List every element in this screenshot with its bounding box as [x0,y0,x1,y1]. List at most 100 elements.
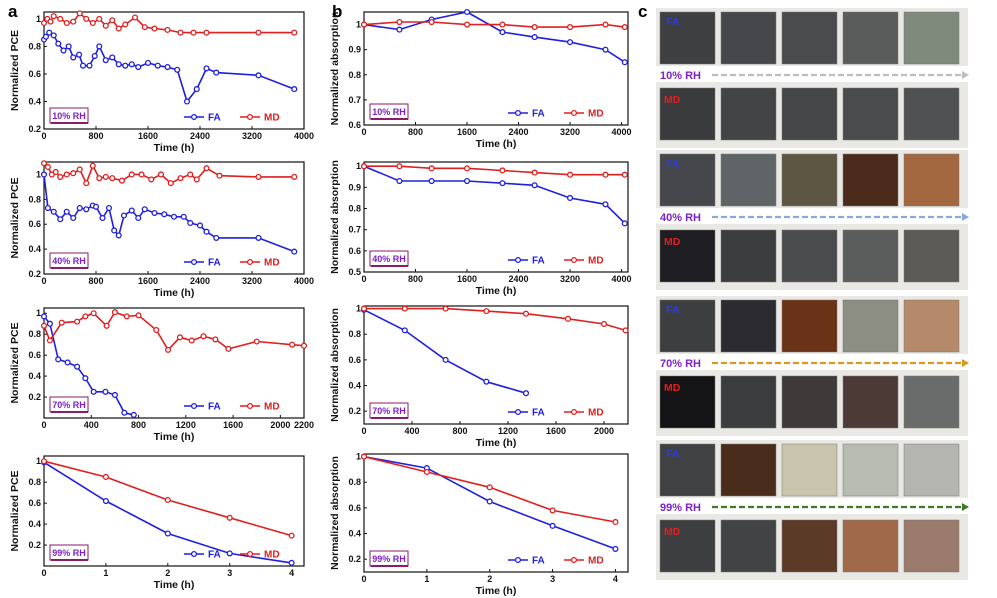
data-point-md [177,29,184,36]
photo-tile-fa [720,299,777,353]
data-point-fa [154,62,161,69]
series-line-md [364,165,625,176]
rh-row-label: 99% RH [660,502,701,514]
data-point-md [401,305,408,312]
data-point-md [83,180,90,187]
data-point-fa [151,209,158,217]
legend-marker-md [570,109,578,117]
legend-label-fa: FA [208,550,221,561]
data-point-fa [486,498,493,505]
x-tick-label: 2000 [594,426,614,436]
data-point-md [57,173,64,180]
x-tick-label: 800 [88,276,103,286]
legend-marker-fa [190,113,198,121]
legend-marker-fa [190,258,198,266]
data-point-md [226,514,233,521]
rh-tag-text: 70% RH [52,400,86,410]
data-point-fa [90,388,97,395]
y-tick-label: 0.6 [28,350,41,360]
y-tick-label: 0.6 [348,355,361,365]
photo-label-md: MD [664,382,681,394]
series-line-fa [363,309,527,394]
x-tick-label: 2200 [294,420,314,430]
legend-marker-md [246,402,254,410]
chart-a2: 0 800 1600 2400 3200 4000 0.2 0.4 0.6 0.8 1 Time (h… [9,160,314,299]
data-point-fa [203,228,210,235]
data-point-md [291,173,298,180]
x-tick-label: 4000 [612,127,632,137]
data-point-md [360,305,368,312]
y-tick-label: 0.2 [28,392,41,402]
plot-frame [43,455,305,567]
y-axis-label: Normalized absorption [329,308,341,422]
photo-tile-md [720,87,777,141]
rh-row-label: 40% RH [660,212,701,224]
y-tick-label: 0.6 [348,120,361,130]
y-tick-label: 0.8 [348,70,361,80]
data-point-md [216,172,223,179]
y-tick-label: 0.8 [348,477,361,487]
data-point-fa [79,62,87,69]
data-point-md [602,21,609,28]
chart-b3: 0 400 800 1200 1600 2000 0.2 0.4 0.6 0.8 1 Time (h)… [329,304,629,449]
photo-tile-md [842,229,899,283]
data-point-md [141,24,148,31]
rh-tag: 99% RH [369,550,409,567]
data-point-md [200,333,207,340]
data-point-fa [128,61,135,68]
data-point-md [442,305,449,312]
plot-frame [43,307,305,419]
y-axis-label: Normalized PCE [9,177,21,258]
y-tick-label: 1 [36,456,41,466]
x-tick-label: 1 [424,574,429,584]
panel-label-a: a [8,2,18,21]
y-tick-label: 0.8 [28,329,41,339]
photo-tile-fa [659,299,716,353]
data-point-md [463,165,471,172]
data-point-fa [291,248,298,255]
data-point-fa [46,29,53,36]
data-point-md [76,10,83,17]
data-point-md [291,29,298,36]
data-point-fa [196,222,204,229]
x-tick-label: 1200 [498,426,518,436]
data-point-fa [531,182,538,189]
data-point-md [499,167,506,174]
data-point-fa [65,43,72,50]
data-point-md [76,166,83,173]
data-point-fa [46,320,53,327]
data-point-md [203,29,210,36]
y-tick-label: 0.8 [28,194,41,204]
data-point-fa [187,219,194,227]
y-tick-label: 0.6 [348,246,361,256]
x-tick-label: 2400 [190,131,210,141]
photo-label-md: MD [664,236,681,248]
x-tick-label: 800 [408,274,423,284]
data-point-fa [193,86,200,93]
y-tick-label: 1 [356,452,361,462]
data-point-fa [55,356,62,363]
photo-tile-fa [903,11,960,65]
legend-marker-md [246,550,254,558]
data-point-md [203,165,210,172]
data-point-md [255,173,262,180]
photo-tile-md [781,87,838,141]
data-point-fa [42,33,49,40]
data-point-fa [111,227,118,234]
y-tick-label: 0.4 [28,519,41,529]
data-point-fa [86,62,93,69]
data-point-md [57,15,64,22]
legend-marker-fa [190,402,198,410]
photo-group-3: FA MD 99% RH [656,440,969,580]
x-tick-label: 2400 [190,276,210,286]
data-point-md [621,171,628,178]
data-point-fa [463,177,471,185]
data-point-md [138,171,145,178]
data-point-fa [115,61,122,68]
y-axis-label: Normalized PCE [9,322,21,403]
chart-b2: 0 800 1600 2400 3200 4000 0.5 0.6 0.7 0.8 0.9 1 Time… [329,160,632,297]
data-point-fa [102,388,109,395]
legend-label-fa: FA [208,113,221,124]
data-point-md [190,29,197,36]
data-point-md [135,312,142,319]
